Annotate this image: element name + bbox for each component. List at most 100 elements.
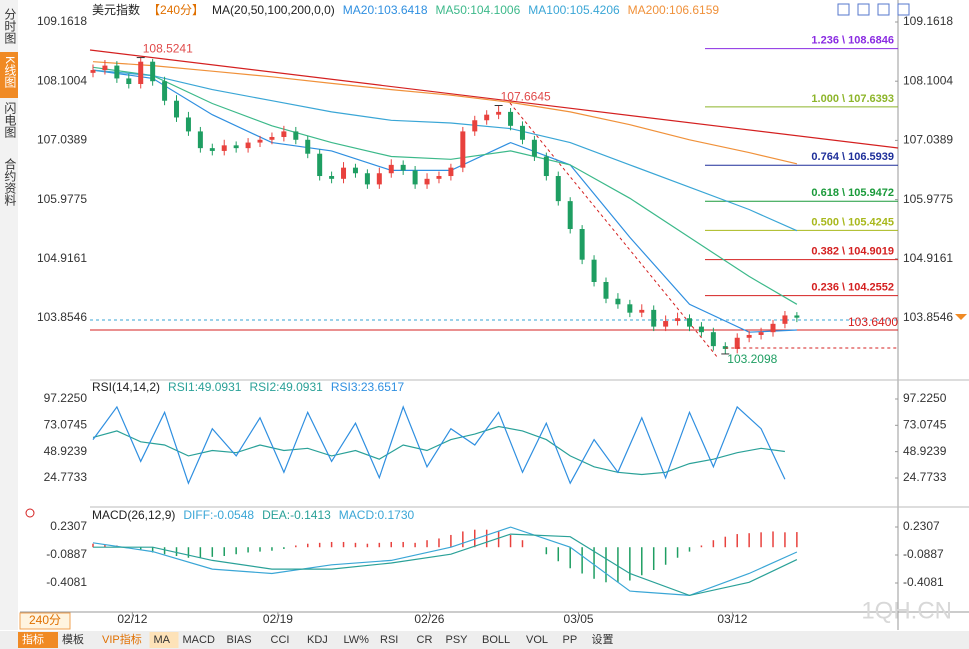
annotation-label: 107.6645 — [501, 90, 551, 104]
icon[interactable] — [877, 3, 890, 16]
series-line — [92, 405, 786, 485]
legend-entry: DEA:-0.1413 — [262, 508, 331, 522]
toolbar-active — [149, 632, 179, 648]
toolbar-item[interactable]: MACD — [183, 634, 215, 646]
candle-body — [436, 176, 442, 179]
legend-entry: MA50:104.1006 — [436, 3, 521, 17]
candle-body — [138, 61, 144, 85]
y-tick-label: 0.2307 — [903, 519, 940, 533]
candle-body — [257, 139, 263, 143]
candle-body — [185, 117, 191, 132]
y-tick-label: 48.9239 — [903, 444, 947, 458]
candle-body — [233, 145, 239, 149]
toolbar-item[interactable]: BOLL — [482, 634, 510, 646]
y-tick-label: 103.8546 — [903, 310, 953, 324]
candle-body — [591, 259, 597, 282]
candle-body — [448, 167, 454, 177]
y-tick-label: 97.2250 — [44, 391, 88, 405]
toolbar-item[interactable]: LW% — [344, 634, 370, 646]
toolbar-item[interactable]: 模板 — [62, 632, 84, 646]
sidebar-tab[interactable]: 闪电图 — [3, 102, 17, 138]
toolbar-item[interactable]: CR — [417, 634, 433, 646]
candle-body — [555, 176, 561, 202]
icon[interactable] — [897, 3, 910, 16]
y-tick-label: 73.0745 — [44, 417, 88, 431]
y-tick-label: -0.0887 — [903, 547, 944, 561]
x-tick-label: 03/12 — [717, 612, 747, 626]
candle-body — [758, 332, 764, 335]
candle-body — [519, 125, 525, 140]
y-tick-label: 104.9161 — [37, 251, 87, 265]
candle-body — [615, 298, 621, 305]
annotation-label: 108.5241 — [143, 42, 193, 56]
candle-body — [710, 332, 716, 347]
sidebar-tab[interactable]: 合约资料 — [3, 157, 17, 206]
candle-body — [341, 167, 347, 179]
candle-body — [317, 153, 323, 177]
toolbar-item[interactable]: VIP指标 — [102, 632, 142, 646]
toolbar-item[interactable]: PSY — [446, 634, 469, 646]
legend-entry: MACD(26,12,9) — [92, 508, 175, 522]
legend-entry: MA100:105.4206 — [528, 3, 620, 17]
candle-body — [364, 173, 370, 185]
legend-entry: MACD:0.1730 — [339, 508, 415, 522]
candle-body — [531, 139, 537, 157]
active-tab-bg — [0, 52, 18, 98]
legend-entry: 美元指数 — [92, 2, 140, 17]
candle-body — [472, 120, 478, 132]
candle-body — [376, 173, 382, 185]
candle-body — [687, 318, 692, 327]
y-tick-label: 109.1618 — [37, 14, 87, 28]
candle-body — [150, 61, 156, 82]
y-tick-label: 107.0389 — [903, 133, 953, 147]
top-icons — [837, 3, 910, 16]
trend-line — [509, 102, 719, 359]
y-tick-label: 105.9775 — [37, 192, 87, 206]
toolbar-item[interactable]: PP — [563, 634, 578, 646]
toolbar — [0, 631, 969, 649]
candle-body — [746, 334, 752, 338]
toolbar-item[interactable]: KDJ — [307, 634, 328, 646]
series-line — [92, 69, 798, 232]
y-tick-label: 105.9775 — [903, 192, 953, 206]
x-tick-label: 03/05 — [564, 612, 594, 626]
y-tick-label: 48.9239 — [44, 444, 88, 458]
y-tick-label: 107.0389 — [37, 133, 87, 147]
y-tick-label: 104.9161 — [903, 251, 953, 265]
candle-body — [102, 65, 108, 71]
candle-body — [460, 131, 466, 168]
fib-label: 0.618 \ 105.9472 — [811, 187, 894, 199]
sidebar-tab[interactable]: K线图 — [3, 56, 17, 88]
x-tick-label: 02/26 — [414, 612, 444, 626]
y-tick-label: -0.4081 — [46, 575, 87, 589]
fib-label: 1.236 \ 108.6846 — [811, 35, 894, 47]
legend-entry: RSI3:23.6517 — [331, 380, 405, 394]
y-tick-label: 108.1004 — [37, 73, 87, 87]
candle-body — [627, 304, 633, 313]
series-line — [92, 69, 797, 333]
toolbar-item[interactable]: CCI — [271, 634, 290, 646]
period-box[interactable] — [19, 612, 71, 630]
toolbar-item[interactable]: 指标 — [22, 632, 44, 646]
candle-body — [281, 131, 287, 137]
toolbar-item[interactable]: MA — [154, 634, 171, 646]
sidebar-tab[interactable]: 分时图 — [3, 8, 17, 44]
candle-body — [663, 321, 669, 327]
toolbar-item[interactable]: VOL — [526, 634, 548, 646]
legend-entry: MA200:106.6159 — [628, 3, 720, 17]
macd-icon — [25, 508, 35, 518]
toolbar-item[interactable]: BIAS — [227, 634, 252, 646]
toolbar-item[interactable]: RSI — [380, 634, 398, 646]
candle-body — [794, 315, 800, 318]
icon[interactable] — [857, 3, 870, 16]
candle-body — [734, 337, 740, 349]
icon[interactable] — [837, 3, 850, 16]
y-tick-label: 103.8546 — [37, 310, 87, 324]
candle-body — [484, 114, 490, 121]
y-tick-label: -0.0887 — [46, 547, 87, 561]
y-tick-label: 24.7733 — [44, 470, 88, 484]
candle-body — [162, 81, 168, 101]
toolbar-item[interactable]: 设置 — [592, 633, 614, 646]
candle-body — [90, 70, 96, 73]
